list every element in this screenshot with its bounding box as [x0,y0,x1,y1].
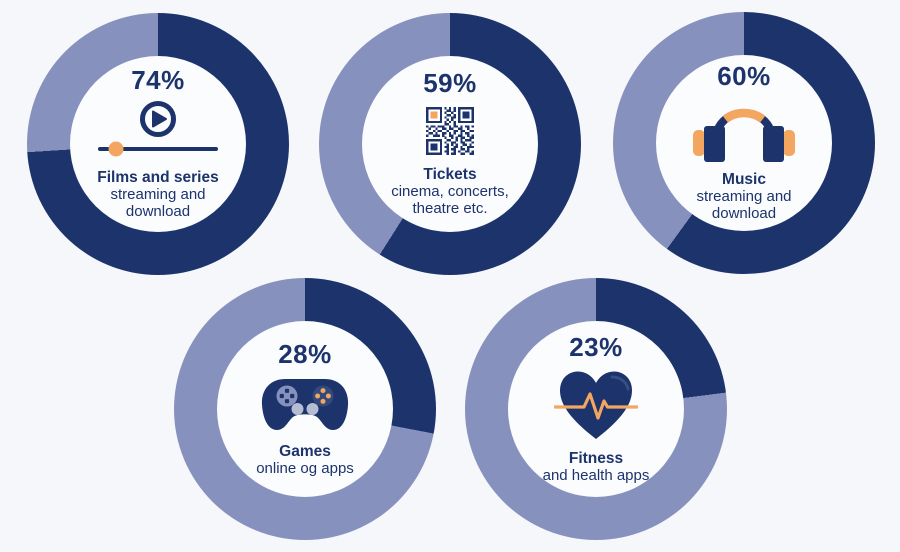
video-player-icon [96,100,220,162]
donut-title: Games [279,442,331,460]
donut-center-tickets: 59% Tickets cinema, concerts, theatre et… [362,56,538,232]
donut-title: Music [722,171,766,189]
percent-value: 28% [278,338,332,369]
percent-value: 23% [569,331,623,362]
donut-title: Films and series [97,169,219,187]
donut-chart-fitness: 23% Fitness and health apps [465,278,727,540]
donut-title: Tickets [423,166,477,184]
gamepad-icon [258,374,352,436]
donut-subtitle: and health apps [542,466,650,484]
donut-title: Fitness [568,449,624,467]
donut-chart-music: 60% Music streaming and download [613,12,875,274]
qr-code-icon [422,103,478,160]
percent-value: 59% [423,68,477,99]
percent-value: 60% [717,61,771,92]
donut-center-fitness: 23% Fitness and health apps [508,321,684,497]
donut-subtitle: online og apps [256,459,354,477]
donut-subtitle: streaming and download [110,186,206,220]
donut-center-music: 60% Music streaming and download [656,55,832,231]
heart-pulse-icon [554,367,638,443]
donut-chart-films: 74% Films and series streaming and downl… [27,13,289,275]
donut-chart-games: 28% Games onl [174,278,436,540]
percent-value: 74% [131,65,185,96]
donut-subtitle: cinema, concerts, theatre etc. [391,183,509,217]
donut-subtitle: streaming and download [696,188,792,222]
headphones-icon [692,96,796,164]
donut-chart-tickets: 59% Tickets cinema, concerts, theatre et… [319,13,581,275]
donut-center-games: 28% Games onl [217,321,393,497]
donut-center-films: 74% Films and series streaming and downl… [70,56,246,232]
